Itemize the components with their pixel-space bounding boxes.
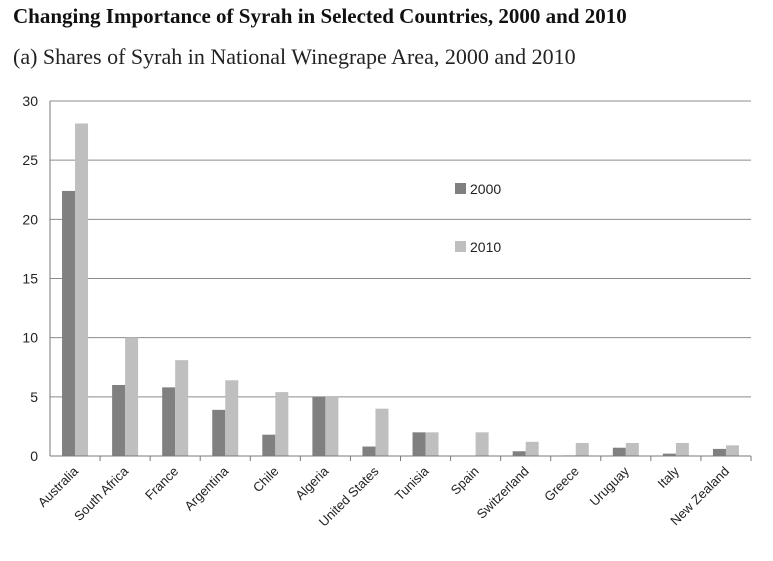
bar-2010 (675, 442, 689, 456)
x-tick-label: Uruguay (587, 463, 633, 509)
bar-2000 (212, 409, 226, 456)
bar-2010 (325, 396, 339, 456)
bar-2010 (575, 442, 589, 456)
legend-swatch-2000 (455, 183, 466, 194)
legend-swatch-2010 (455, 241, 466, 252)
x-tick-label: Tunisia (392, 463, 432, 503)
y-tick-label: 10 (22, 330, 38, 346)
x-tick-label: Chile (250, 464, 282, 496)
bar-2000 (162, 387, 176, 456)
x-tick-label: Greece (541, 464, 582, 505)
bar-2000 (362, 446, 376, 456)
bar-2000 (662, 453, 676, 456)
x-tick-label: Italy (655, 463, 683, 491)
y-tick-label: 5 (30, 389, 38, 405)
bar-2010 (525, 441, 539, 456)
bar-2000 (612, 447, 626, 456)
y-tick-label: 15 (22, 271, 38, 287)
y-tick-label: 30 (22, 93, 38, 109)
bar-2010 (475, 432, 489, 456)
bar-2010 (625, 442, 639, 456)
bar-2000 (112, 385, 126, 456)
x-tick-label: France (142, 464, 181, 503)
x-tick-label: Australia (35, 463, 82, 510)
bar-2010 (275, 392, 289, 456)
legend-label-2000: 2000 (470, 181, 501, 197)
x-tick-label: Switzerland (474, 464, 532, 522)
bar-2010 (225, 380, 239, 456)
x-tick-label: South Africa (71, 463, 132, 524)
bar-2000 (512, 451, 526, 456)
bar-2010 (125, 337, 139, 456)
x-tick-label: Argentina (181, 463, 232, 514)
bar-2010 (425, 432, 439, 456)
chart-title: Changing Importance of Syrah in Selected… (13, 4, 627, 28)
bar-2000 (712, 448, 726, 456)
bar-2010 (725, 445, 739, 456)
bar-2000 (262, 434, 276, 456)
chart-subtitle: (a) Shares of Syrah in National Winegrap… (13, 44, 576, 69)
bar-2010 (175, 360, 189, 456)
y-tick-label: 25 (22, 152, 38, 168)
x-tick-label: Spain (448, 464, 482, 498)
bar-2010 (75, 123, 89, 456)
bar-2000 (412, 432, 426, 456)
legend-label-2010: 2010 (470, 239, 501, 255)
y-tick-label: 0 (30, 448, 38, 464)
x-tick-label: Algeria (292, 463, 332, 503)
bar-2000 (62, 190, 76, 456)
bar-2000 (312, 396, 326, 456)
bar-2010 (375, 408, 389, 456)
y-tick-label: 20 (22, 211, 38, 227)
